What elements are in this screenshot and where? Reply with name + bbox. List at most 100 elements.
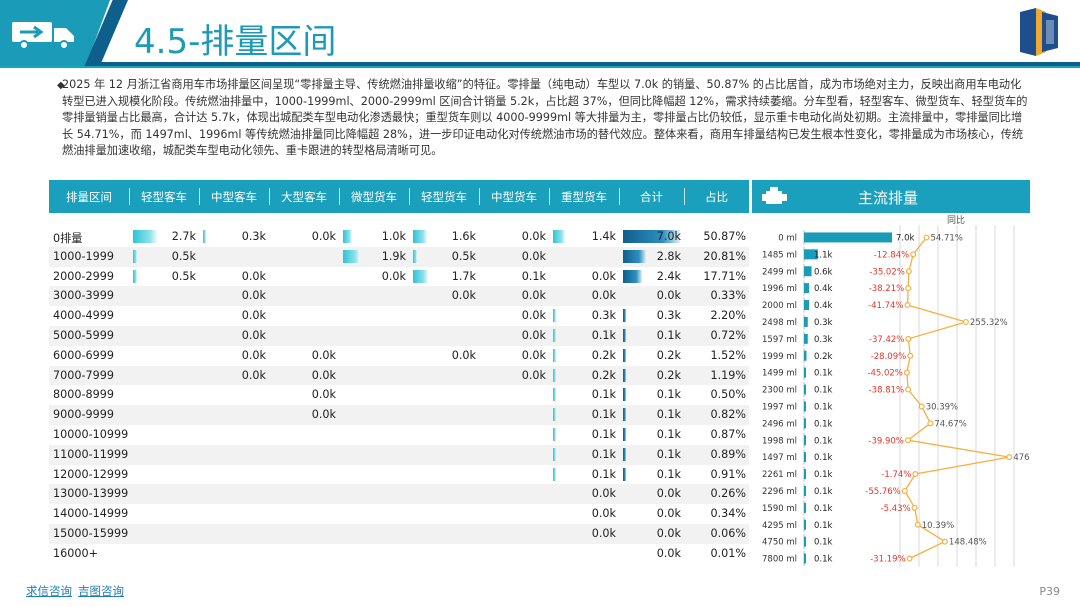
cell-value: 0.3k bbox=[591, 309, 616, 323]
category-label: 2498 ml bbox=[762, 318, 797, 328]
cell-value: 0.50% bbox=[710, 388, 746, 402]
table-cell: 2.8k bbox=[619, 247, 684, 267]
yoy-point bbox=[904, 302, 911, 309]
table-cell: 0.0k bbox=[619, 544, 684, 564]
cell-value: 0.1k bbox=[656, 408, 681, 422]
table-cell bbox=[269, 326, 339, 346]
table-cell: 0.0k bbox=[409, 346, 479, 366]
cell-bar bbox=[133, 230, 158, 243]
table-cell: 1.0k bbox=[339, 227, 409, 247]
cell-value: 0.1k bbox=[591, 467, 616, 481]
table-cell: 0.0k bbox=[549, 524, 619, 544]
footer-link-2[interactable]: 吉图咨询 bbox=[78, 584, 124, 598]
cell-value: 1.52% bbox=[710, 348, 746, 362]
yoy-label: -38.21% bbox=[869, 284, 904, 294]
volume-bar bbox=[804, 502, 806, 513]
table-cell: 0.0k bbox=[619, 504, 684, 524]
cell-value: 0.1k bbox=[656, 328, 681, 342]
table-cell bbox=[339, 326, 409, 346]
table-row: 6000-6999 0.0k 0.0k 0.0k 0.0k 0.2k 0.2k 1.52% bbox=[49, 346, 749, 366]
yoy-label: -39.90% bbox=[868, 436, 903, 446]
cell-value: 0.0k bbox=[521, 309, 546, 323]
table-cell: 0.1k bbox=[619, 385, 684, 405]
table-cell: 0.1k bbox=[549, 326, 619, 346]
cell-value: 0.0k bbox=[656, 526, 681, 540]
table-cell bbox=[129, 306, 199, 326]
yoy-label: -41.74% bbox=[868, 301, 903, 311]
table-cell: 0.2k bbox=[619, 346, 684, 366]
table-cell bbox=[409, 524, 479, 544]
cell-value: 0.0k bbox=[241, 309, 266, 323]
table-cell bbox=[339, 385, 409, 405]
side-panel-title: 主流排量 bbox=[858, 189, 919, 207]
cell-bar bbox=[623, 368, 626, 382]
volume-bar bbox=[804, 266, 812, 277]
brand-logo bbox=[1020, 8, 1058, 56]
volume-bar bbox=[804, 232, 892, 243]
table-cell: 0.0k bbox=[199, 346, 269, 366]
cell-value: 0.1k bbox=[591, 328, 616, 342]
table-cell bbox=[409, 366, 479, 386]
category-label: 1590 ml bbox=[762, 504, 797, 514]
cell-value: 0.1k bbox=[656, 467, 681, 481]
table-cell: 50.87% bbox=[684, 227, 749, 247]
table-cell: 20.81% bbox=[684, 247, 749, 267]
table-cell bbox=[129, 385, 199, 405]
row-label: 8000-8999 bbox=[53, 388, 114, 402]
cell-bar bbox=[623, 269, 643, 283]
table-cell: 0.91% bbox=[684, 465, 749, 485]
cell-value: 0.2k bbox=[656, 368, 681, 382]
table-cell: 0.87% bbox=[684, 425, 749, 445]
table-row: 3000-3999 0.0k 0.0k 0.0k 0.0k 0.0k 0.33% bbox=[49, 286, 749, 307]
footer-link-1[interactable]: 求信咨询 bbox=[26, 584, 72, 598]
cell-value: 0.0k bbox=[241, 368, 266, 382]
table-cell: 1.9k bbox=[339, 247, 409, 267]
table-cell: 7.0k bbox=[619, 227, 684, 247]
header-band bbox=[0, 0, 1080, 70]
table-cell: 0.34% bbox=[684, 504, 749, 524]
cell-value: 0.0k bbox=[311, 368, 336, 382]
table-cell bbox=[129, 524, 199, 544]
table-cell: 0.1k bbox=[619, 465, 684, 485]
volume-bar bbox=[804, 316, 808, 327]
table-cell: 0.50% bbox=[684, 385, 749, 405]
table-cell: 0.5k bbox=[129, 267, 199, 287]
table-cell: 0.0k bbox=[479, 286, 549, 306]
cell-value: 0.0k bbox=[656, 487, 681, 501]
yoy-point bbox=[1006, 454, 1013, 461]
cell-value: 0.82% bbox=[710, 408, 746, 422]
column-header: 中型货车 bbox=[479, 180, 549, 213]
cell-bar bbox=[623, 467, 626, 481]
table-cell: 0.01% bbox=[684, 544, 749, 564]
column-header: 重型货车 bbox=[549, 180, 619, 213]
cell-bar bbox=[343, 230, 352, 243]
yoy-point bbox=[905, 268, 912, 275]
table-cell bbox=[339, 524, 409, 544]
table-cell: 1.6k bbox=[409, 227, 479, 247]
yoy-label: 10.39% bbox=[922, 521, 954, 531]
table-cell bbox=[129, 484, 199, 504]
volume-bar bbox=[804, 367, 806, 378]
volume-label: 0.1k bbox=[814, 538, 833, 548]
cell-bar bbox=[553, 230, 566, 243]
table-cell bbox=[199, 524, 269, 544]
table-cell bbox=[409, 385, 479, 405]
table-cell bbox=[339, 544, 409, 564]
volume-bar bbox=[804, 249, 818, 260]
yoy-label: 148.48% bbox=[949, 538, 987, 548]
column-header: 占比 bbox=[684, 180, 749, 213]
table-cell bbox=[339, 465, 409, 485]
table-cell: 0.0k bbox=[549, 484, 619, 504]
table-cell: 0.72% bbox=[684, 326, 749, 346]
table-cell bbox=[269, 267, 339, 287]
cell-bar bbox=[413, 269, 428, 283]
volume-label: 0.1k bbox=[814, 436, 833, 446]
table-cell bbox=[339, 484, 409, 504]
cell-bar bbox=[623, 408, 626, 422]
volume-label: 0.1k bbox=[814, 487, 833, 497]
cell-value: 20.81% bbox=[703, 249, 746, 263]
table-cell bbox=[409, 306, 479, 326]
category-label: 1999 ml bbox=[762, 352, 797, 362]
volume-label: 0.4k bbox=[814, 284, 833, 294]
table-cell bbox=[199, 425, 269, 445]
